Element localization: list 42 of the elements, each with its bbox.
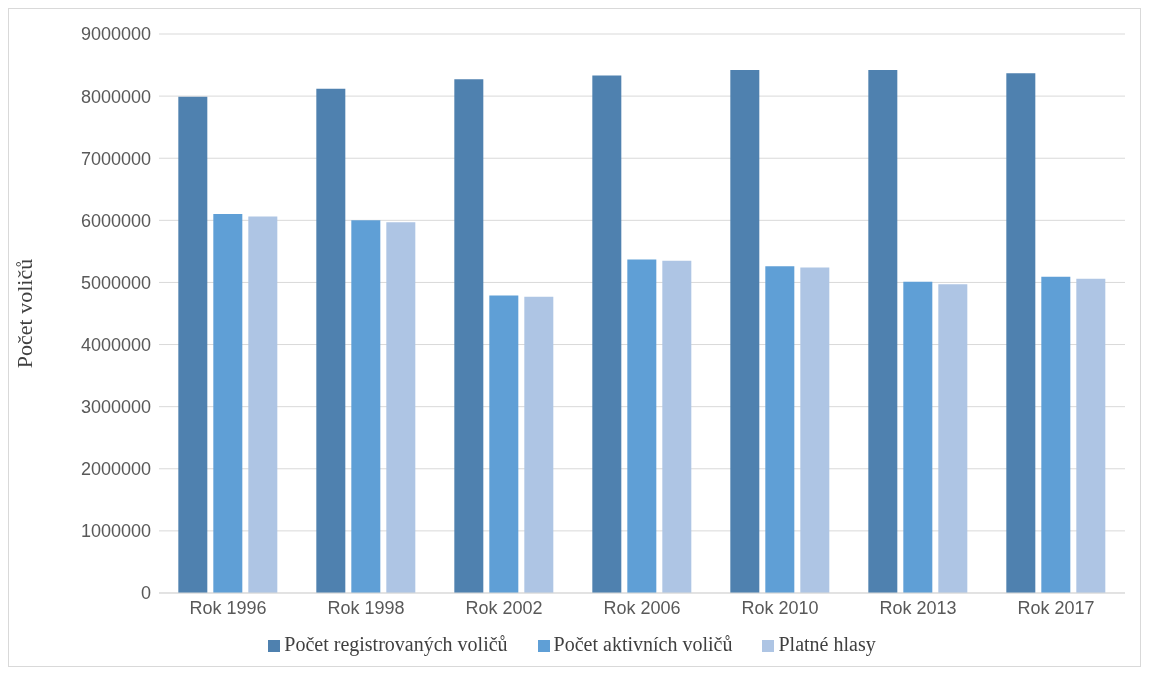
bar [524, 296, 554, 593]
bar [903, 281, 933, 593]
y-tick-label: 9000000 [80, 24, 151, 45]
y-tick-label: 0 [140, 583, 151, 604]
bar [454, 79, 484, 593]
bar [1076, 278, 1106, 593]
bar [1041, 276, 1071, 593]
x-tick-label: Rok 2006 [603, 597, 681, 618]
bar [592, 75, 622, 593]
bar [662, 260, 692, 593]
y-tick-label: 5000000 [80, 272, 151, 293]
bar [730, 70, 760, 593]
bar [489, 295, 519, 593]
bar [627, 259, 657, 593]
x-tick-label: Rok 1996 [189, 597, 267, 618]
bar [316, 88, 346, 593]
bar [938, 284, 968, 593]
y-tick-label: 8000000 [80, 86, 151, 107]
y-tick-label: 4000000 [80, 334, 151, 355]
bar [868, 70, 898, 593]
bar [800, 267, 830, 593]
bar [386, 222, 416, 593]
x-tick-label: Rok 2010 [741, 597, 819, 618]
bar [351, 220, 381, 593]
bar [765, 266, 795, 593]
x-tick-label: Rok 1998 [327, 597, 405, 618]
legend-label: Platné hlasy [778, 633, 876, 655]
bar [178, 96, 208, 593]
bar [1006, 73, 1036, 593]
legend-label: Počet registrovaných voličů [284, 633, 508, 655]
x-tick-label: Rok 2002 [465, 597, 543, 618]
y-tick-label: 2000000 [80, 459, 151, 480]
bar [213, 214, 243, 593]
x-tick-label: Rok 2013 [879, 597, 957, 618]
y-tick-label: 3000000 [80, 397, 151, 418]
bar [248, 216, 278, 593]
x-tick-label: Rok 2017 [1017, 597, 1095, 618]
y-tick-label: 6000000 [80, 210, 151, 231]
y-axis-title: Počet voličů [11, 258, 37, 369]
y-tick-label: 1000000 [80, 521, 151, 542]
y-tick-label: 7000000 [80, 148, 151, 169]
legend-label: Počet aktivních voličů [553, 633, 733, 655]
